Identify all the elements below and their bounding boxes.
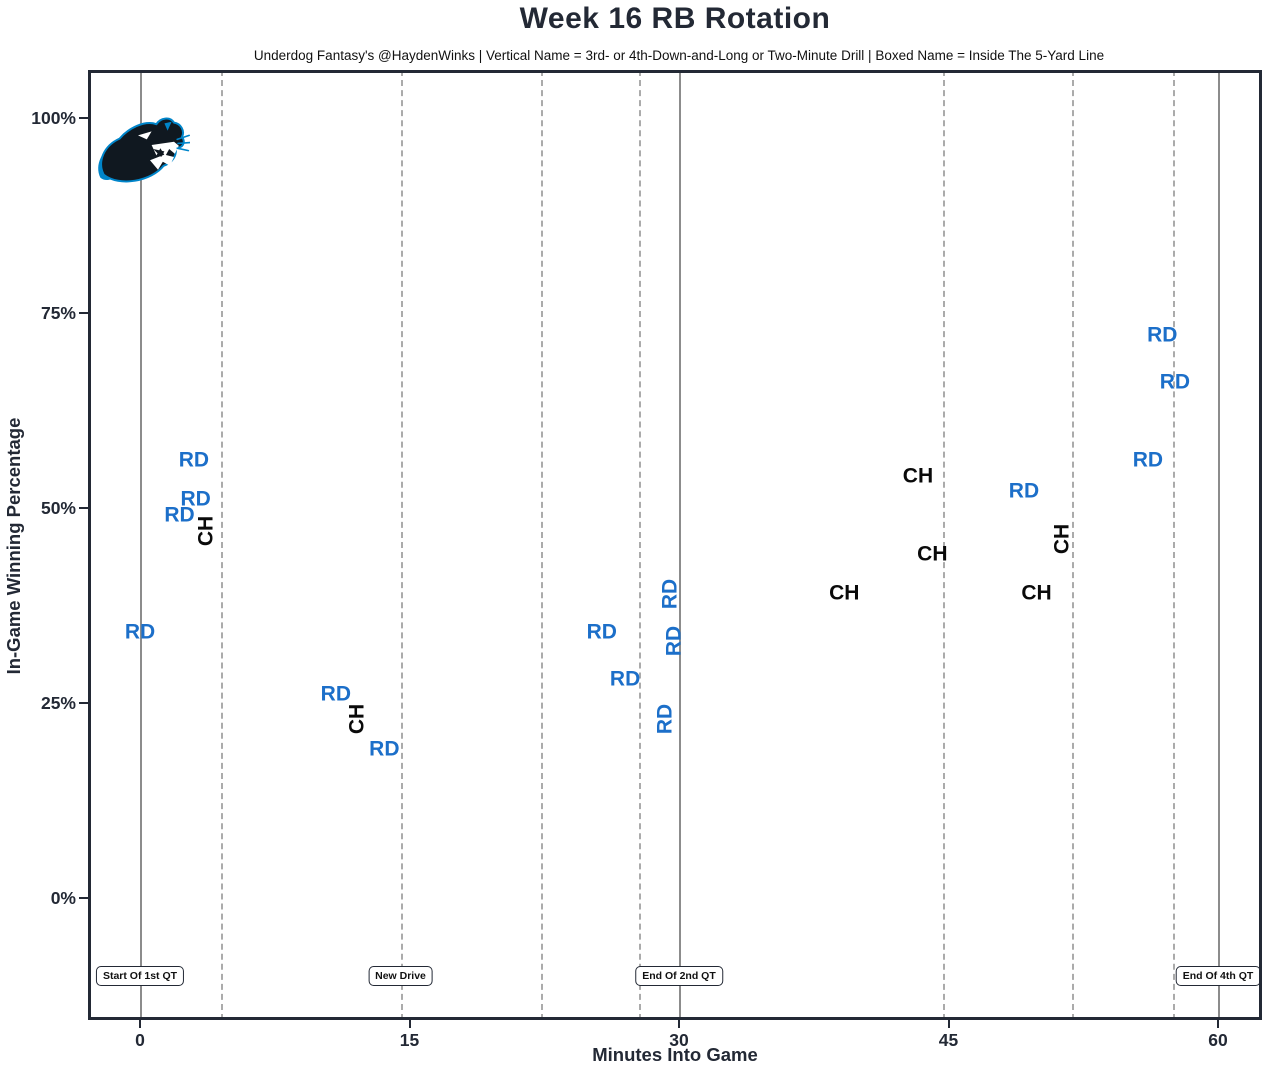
x-tick-label: 30 [669, 1030, 689, 1050]
y-axis-title: In-Game Winning Percentage [3, 417, 24, 675]
data-label-rd: RD [609, 667, 641, 691]
y-tick-label: 75% [40, 303, 76, 323]
data-label-rd: RD [180, 487, 211, 511]
y-tick-label: 0% [50, 888, 76, 908]
data-label-rd: RD [658, 578, 682, 609]
gridline-new-drive [400, 70, 403, 1020]
y-tick-label: 50% [40, 498, 76, 518]
chart-subtitle: Underdog Fantasy's @HaydenWinks | Vertic… [253, 48, 1105, 63]
carolina-panthers-logo-icon [94, 113, 191, 201]
data-label-rd: RD [586, 620, 617, 644]
chart-title: Week 16 RB Rotation [519, 2, 831, 35]
y-tick-mark [79, 507, 88, 509]
data-label-ch: CH [829, 581, 860, 605]
annotation-new-drive: New Drive [368, 966, 433, 986]
gridline-new-drive [540, 70, 543, 1020]
data-label-ch: CH [194, 516, 218, 547]
annotation-end-of-4th-qt: End Of 4th QT [1175, 966, 1261, 986]
gridline-new-drive [220, 70, 223, 1020]
x-tick-mark [678, 1020, 680, 1028]
data-label-rd: RD [1008, 480, 1040, 504]
data-label-rd: RD [178, 448, 210, 472]
data-label-rd: RD [1132, 448, 1164, 472]
y-tick-label: 100% [31, 108, 76, 128]
data-label-ch: CH [345, 703, 369, 734]
x-tick-label: 15 [399, 1030, 420, 1050]
x-tick-mark [139, 1020, 141, 1028]
x-tick-mark [1217, 1020, 1219, 1028]
gridline-new-drive [1072, 70, 1075, 1020]
y-tick-label: 25% [40, 693, 76, 713]
data-label-rd: RD [1147, 324, 1178, 348]
gridline-new-drive [1173, 70, 1176, 1020]
x-tick-mark [408, 1020, 411, 1028]
gridline-quarter [679, 70, 681, 1020]
data-label-rd: RD [369, 737, 400, 761]
data-label-rd: RD [1159, 370, 1191, 394]
data-label-rd: RD [653, 703, 677, 734]
data-label-ch: CH [1021, 581, 1052, 605]
data-label-ch: CH [1050, 524, 1074, 555]
annotation-end-of-2nd-qt: End Of 2nd QT [635, 966, 723, 986]
x-tick-label: 60 [1208, 1030, 1228, 1050]
y-tick-mark [79, 702, 88, 704]
gridline-quarter [140, 70, 142, 1020]
data-label-rd: RD [124, 620, 156, 644]
x-tick-label: 0 [135, 1030, 145, 1050]
x-axis-title: Minutes Into Game [592, 1044, 758, 1065]
annotation-start-of-1st-qt: Start Of 1st QT [95, 966, 185, 986]
data-label-rd: RD [320, 682, 351, 706]
y-tick-mark [79, 117, 88, 119]
x-tick-label: 45 [938, 1030, 959, 1050]
data-label-ch: CH [902, 464, 934, 488]
gridline-new-drive [943, 70, 946, 1020]
y-tick-mark [79, 897, 88, 899]
y-tick-mark [79, 312, 88, 314]
data-label-rd: RD [164, 503, 195, 527]
plot-border [88, 70, 1262, 1020]
data-label-ch: CH [917, 542, 948, 566]
data-label-rd: RD [662, 625, 686, 656]
gridline-new-drive [639, 70, 642, 1020]
x-tick-mark [947, 1020, 950, 1028]
gridline-quarter [1218, 70, 1220, 1020]
